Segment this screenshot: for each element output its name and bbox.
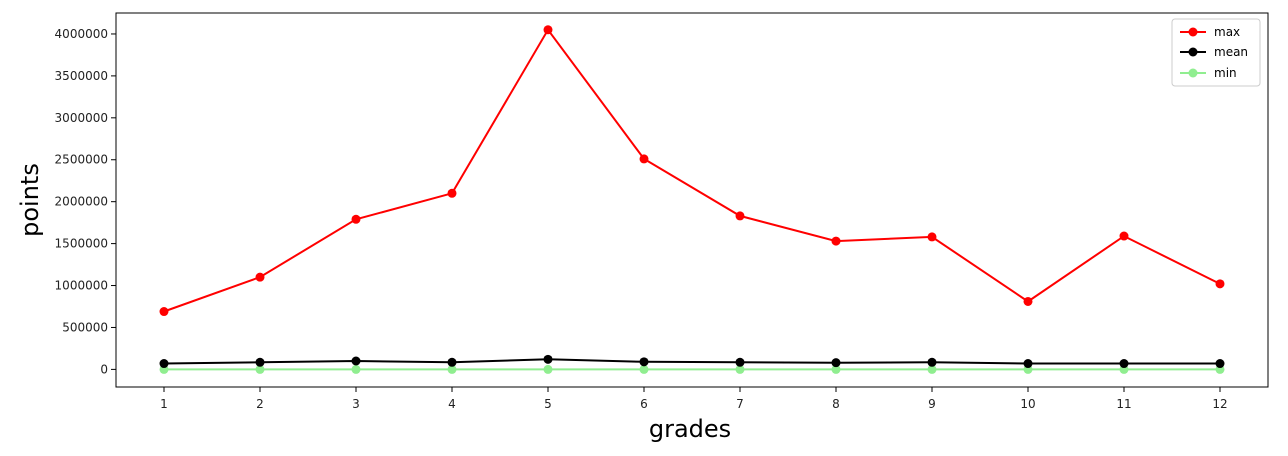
data-point-min (447, 364, 457, 374)
y-tick-label: 3500000 (55, 69, 108, 83)
y-tick-label: 500000 (62, 320, 108, 334)
y-axis-title: points (16, 163, 44, 237)
data-point-mean (1119, 359, 1129, 369)
legend-marker-max (1188, 27, 1198, 37)
data-point-mean (255, 357, 265, 367)
legend-label-min: min (1214, 66, 1237, 80)
data-point-mean (1215, 359, 1225, 369)
legend-label-mean: mean (1214, 45, 1248, 59)
data-point-max (735, 211, 745, 221)
data-point-max (927, 232, 937, 242)
data-point-mean (543, 354, 553, 364)
x-tick-label: 6 (640, 397, 648, 411)
y-tick-label: 2500000 (55, 153, 108, 167)
legend-label-max: max (1214, 25, 1240, 39)
legend: max mean min (1171, 18, 1261, 87)
data-point-max (831, 236, 841, 246)
data-point-min (831, 364, 841, 374)
x-tick-label: 9 (928, 397, 936, 411)
x-axis-ticks: 1 2 3 4 5 6 7 8 9 10 11 12 (160, 387, 1228, 411)
x-axis-title: grades (649, 415, 731, 443)
data-point-mean (1023, 359, 1033, 369)
data-point-min (351, 364, 361, 374)
data-point-max (159, 307, 169, 317)
series-line-mean (163, 358, 1220, 365)
data-point-min (927, 364, 937, 374)
data-point-mean (927, 357, 937, 367)
data-point-mean (831, 358, 841, 368)
y-tick-label: 4000000 (55, 27, 108, 41)
y-tick-label: 2000000 (55, 195, 108, 209)
series-layer (159, 25, 1225, 374)
data-point-mean (639, 357, 649, 367)
data-point-max (1119, 231, 1129, 241)
data-point-mean (159, 359, 169, 369)
data-point-max (447, 188, 457, 198)
data-point-min (255, 364, 265, 374)
y-tick-label: 1500000 (55, 237, 108, 251)
data-point-min (543, 364, 553, 374)
x-tick-label: 2 (256, 397, 264, 411)
y-axis-ticks: 0 500000 1000000 1500000 2000000 2500000 30000… (55, 27, 116, 376)
plot-area (115, 12, 1269, 388)
data-point-max (1215, 279, 1225, 289)
data-point-max (1023, 296, 1033, 306)
data-point-max (351, 214, 361, 224)
data-point-min (639, 364, 649, 374)
x-tick-label: 11 (1116, 397, 1131, 411)
data-point-max (255, 272, 265, 282)
data-point-mean (447, 357, 457, 367)
x-tick-label: 12 (1212, 397, 1227, 411)
x-tick-label: 5 (544, 397, 552, 411)
series-line-max (163, 27, 1221, 313)
data-point-max (543, 25, 553, 35)
x-tick-label: 1 (160, 397, 168, 411)
legend-marker-min (1188, 68, 1198, 78)
x-tick-label: 10 (1020, 397, 1035, 411)
x-tick-label: 4 (448, 397, 456, 411)
x-tick-label: 7 (736, 397, 744, 411)
data-point-min (735, 364, 745, 374)
data-point-max (639, 154, 649, 164)
y-tick-label: 3000000 (55, 111, 108, 125)
x-tick-label: 3 (352, 397, 360, 411)
x-tick-label: 8 (832, 397, 840, 411)
y-tick-label: 0 (100, 362, 108, 376)
data-point-mean (735, 357, 745, 367)
legend-marker-mean (1188, 47, 1198, 57)
data-point-mean (351, 356, 361, 366)
y-tick-label: 1000000 (55, 279, 108, 293)
